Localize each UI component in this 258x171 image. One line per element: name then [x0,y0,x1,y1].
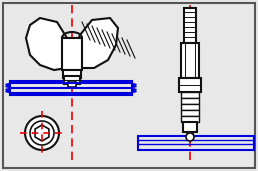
Polygon shape [74,18,118,68]
Circle shape [37,128,47,138]
Bar [181,43,199,78]
Bar [187,132,193,140]
Polygon shape [26,18,70,70]
Bar [68,82,76,87]
Bar [181,98,199,104]
Bar [10,81,132,95]
Bar [184,8,196,43]
Polygon shape [35,125,49,141]
Circle shape [25,116,59,150]
Bar [179,78,201,92]
Bar [183,122,197,132]
Bar [63,70,81,78]
Bar [138,136,254,150]
Bar [62,38,82,70]
Bar [181,110,199,116]
Bar [181,104,199,110]
Bar [181,92,199,98]
Bar [181,116,199,122]
Circle shape [30,121,54,145]
Circle shape [186,133,194,141]
Polygon shape [74,18,118,68]
Bar [64,76,80,84]
